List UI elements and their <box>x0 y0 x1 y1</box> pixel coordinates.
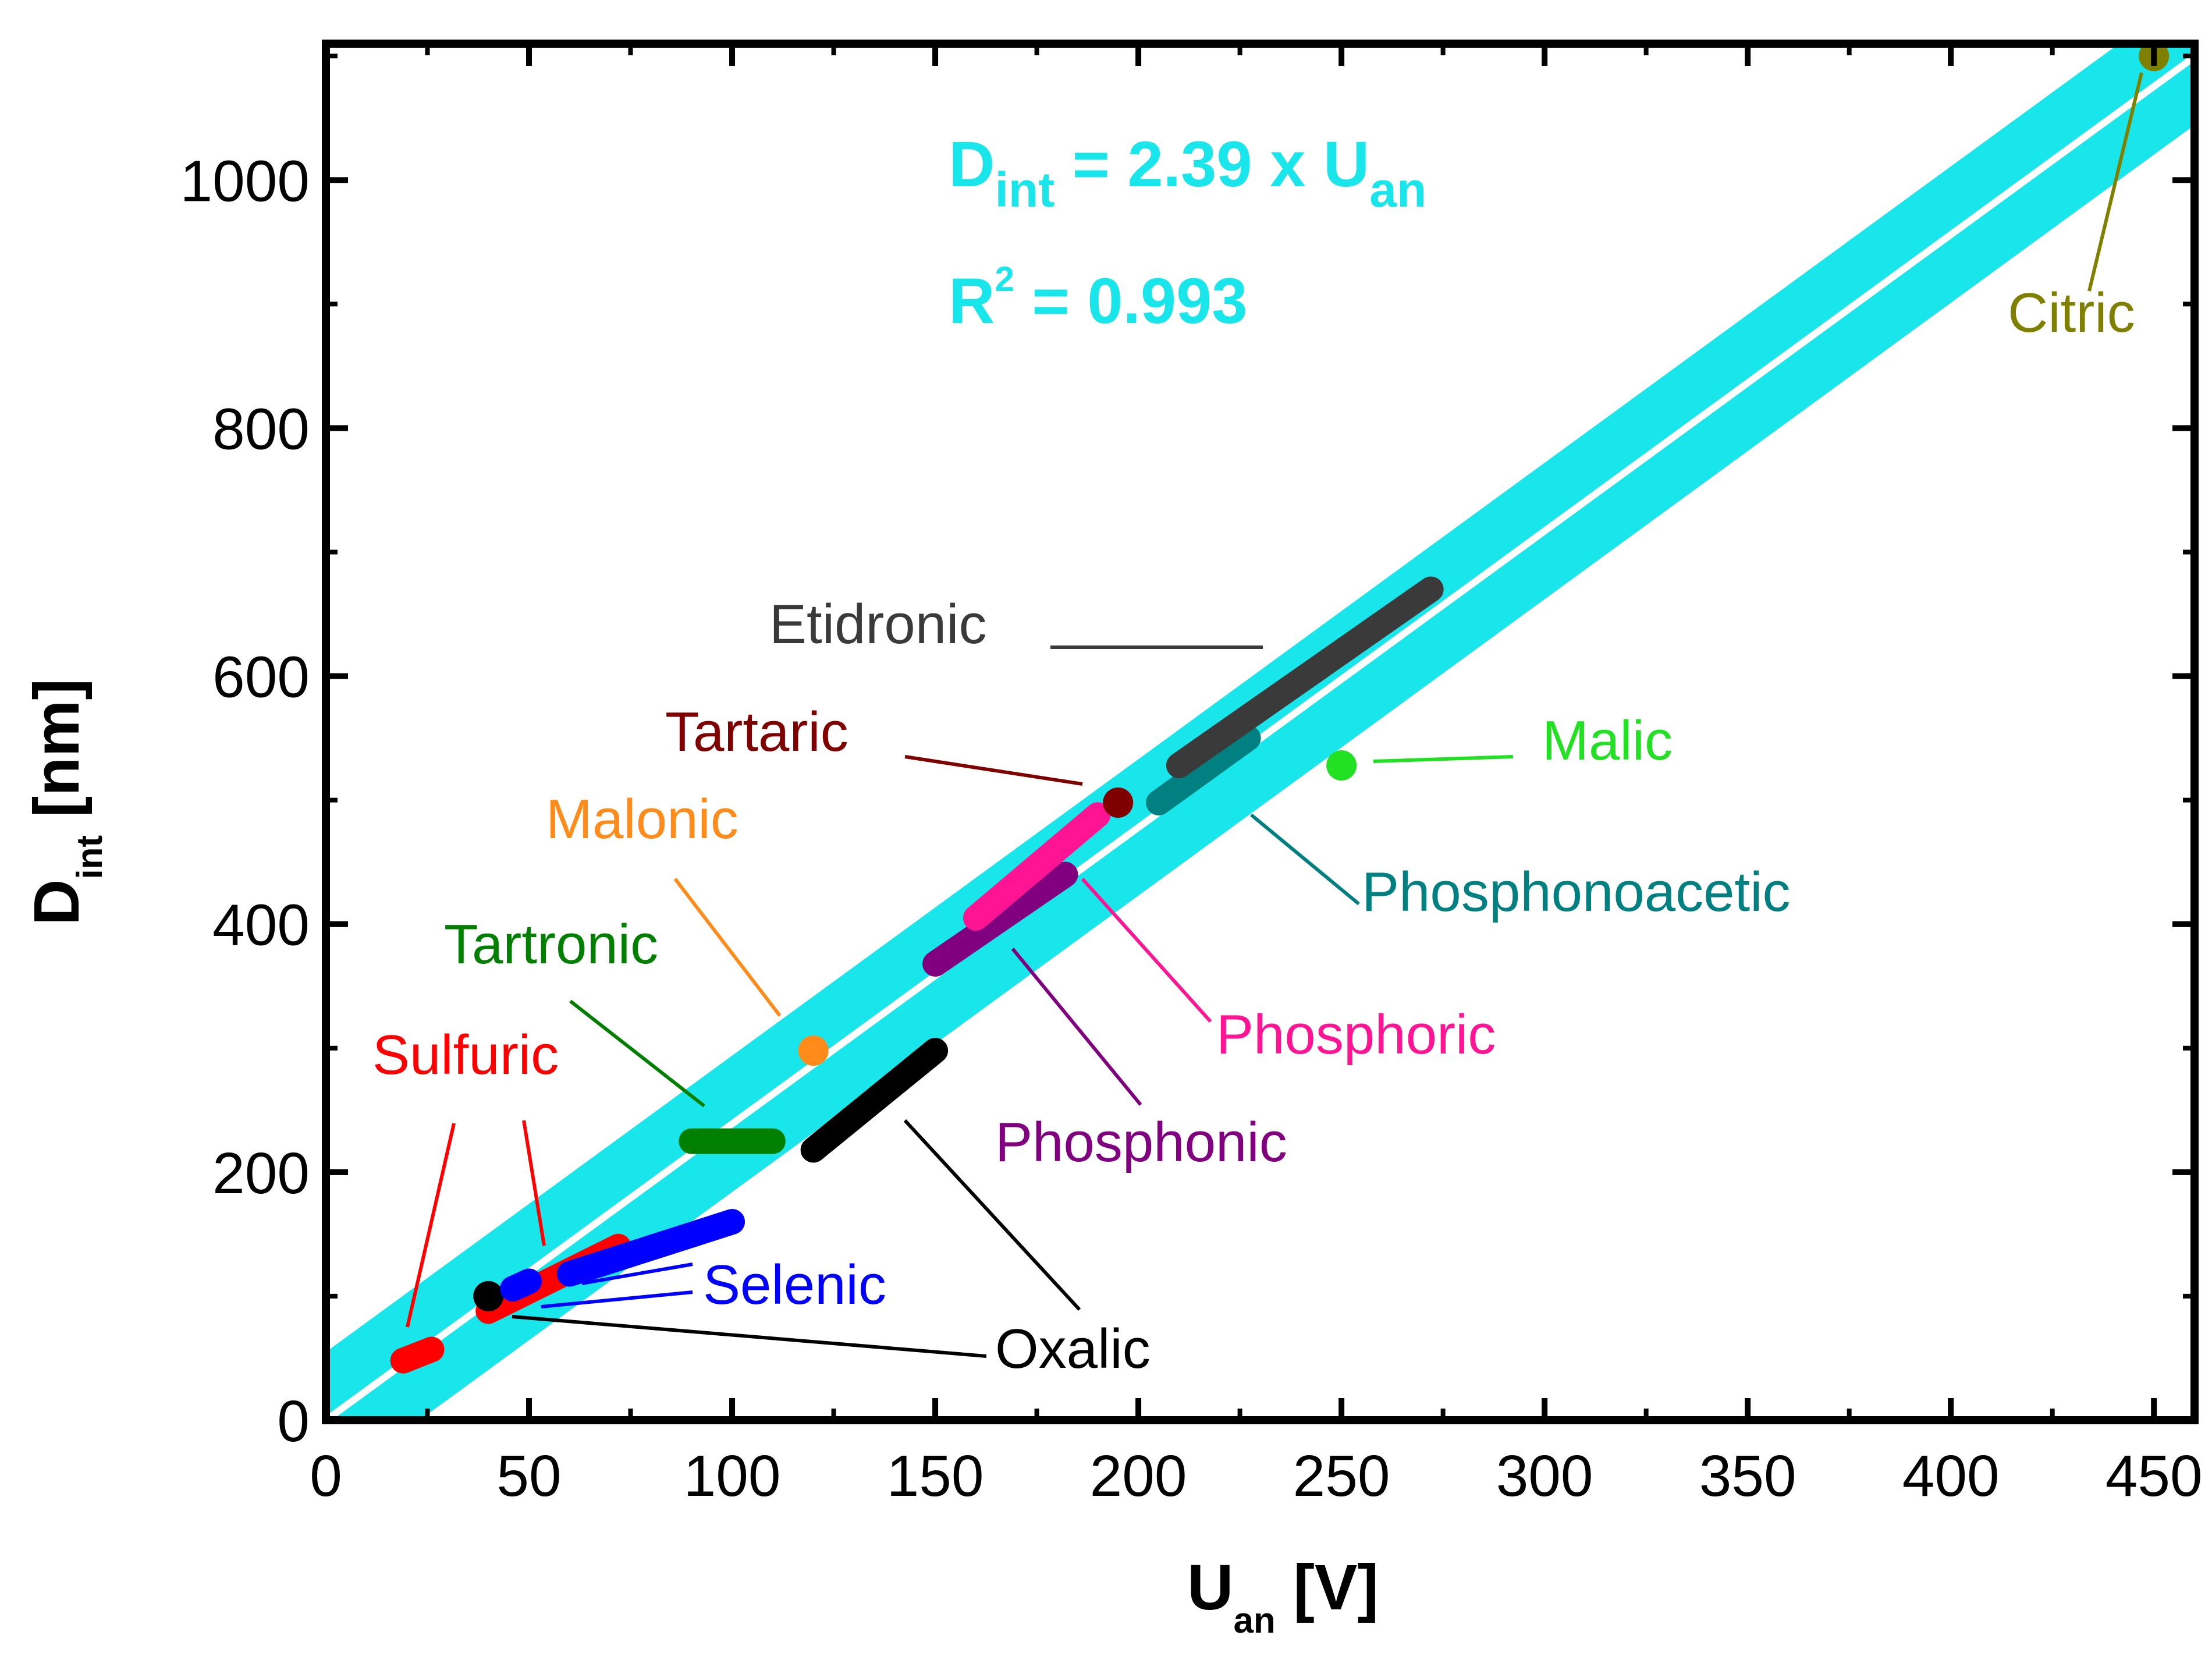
point-oxalic-0 <box>473 1281 504 1311</box>
label-citric: Citric <box>2008 282 2135 344</box>
ticks: 0 50 100 150 200 250 300 350 400 450 0 200 400 600 800… <box>180 44 2203 1509</box>
leader-lines <box>406 72 2143 1358</box>
leader-oxalic-a <box>512 1315 987 1358</box>
point-tartaric-0 <box>1103 787 1134 818</box>
label-malic: Malic <box>1542 710 1673 772</box>
segment-phosphoric-0 <box>963 802 1111 931</box>
segment-phosphonoacetic-0 <box>1145 725 1261 815</box>
x-tick-label-350: 350 <box>1699 1443 1796 1509</box>
x-tick-label-400: 400 <box>1902 1443 2000 1509</box>
label-etidronic: Etidronic <box>769 593 987 655</box>
fit-r-squared: R2 = 0.993 <box>949 260 1247 337</box>
leader-sulfuric-a <box>406 1123 456 1328</box>
x-tick-label-250: 250 <box>1293 1443 1390 1509</box>
x-axis-title: Uan [V] <box>1187 1552 1379 1641</box>
x-tick-label-0: 0 <box>310 1443 342 1509</box>
label-selenic: Selenic <box>703 1254 886 1316</box>
x-tick-label-150: 150 <box>887 1443 984 1509</box>
leader-phosphonoacetic <box>1250 813 1360 906</box>
segment-selenic-1 <box>556 1209 745 1287</box>
leader-phosphoric <box>1081 877 1212 1023</box>
leader-tartaric <box>904 755 1083 786</box>
label-tartronic: Tartronic <box>444 913 658 976</box>
leader-selenic-b <box>541 1290 693 1308</box>
point-malic-0 <box>1326 750 1357 781</box>
leader-malonic <box>673 878 782 1017</box>
x-tick-label-450: 450 <box>2106 1443 2203 1509</box>
fit-equation: Dint = 2.39 x Uan <box>949 129 1426 217</box>
segment-selenic-0 <box>500 1268 542 1302</box>
leader-citric <box>2087 72 2143 292</box>
label-oxalic: Oxalic <box>995 1318 1151 1380</box>
y-tick-label-0: 0 <box>277 1389 310 1454</box>
x-tick-label-300: 300 <box>1496 1443 1593 1509</box>
series-layer <box>390 44 2170 1374</box>
leader-selenic-a <box>581 1262 693 1285</box>
segment-phosphonic-0 <box>922 861 1078 977</box>
segment-oxalic-1 <box>800 1038 949 1163</box>
y-axis-title: Dint [nm] <box>21 679 110 925</box>
label-phosphonic: Phosphonic <box>995 1111 1287 1173</box>
leader-tartronic <box>569 999 705 1108</box>
y-tick-label-400: 400 <box>212 893 310 958</box>
point-malonic-0 <box>798 1035 829 1066</box>
x-tick-label-50: 50 <box>496 1443 561 1509</box>
label-phosphonoacetic: Phosphonoacetic <box>1362 861 1791 923</box>
segment-sulfuric-0 <box>390 1336 445 1374</box>
segment-etidronic-0 <box>1166 576 1444 779</box>
leader-malic <box>1373 755 1514 763</box>
label-tartaric: Tartaric <box>665 701 848 763</box>
y-tick-label-600: 600 <box>212 645 310 710</box>
label-sulfuric: Sulfuric <box>372 1024 559 1086</box>
y-tick-label-1000: 1000 <box>180 148 310 214</box>
leader-phosphonic <box>1011 948 1142 1106</box>
leader-oxalic-b <box>903 1119 1081 1311</box>
y-tick-label-800: 800 <box>212 396 310 462</box>
y-tick-label-200: 200 <box>212 1141 310 1206</box>
x-tick-label-100: 100 <box>684 1443 781 1509</box>
leader-sulfuric-b <box>522 1120 546 1246</box>
label-malonic: Malonic <box>546 788 738 850</box>
x-tick-label-200: 200 <box>1090 1443 1187 1509</box>
plot-frame <box>322 40 2199 1424</box>
label-phosphoric: Phosphoric <box>1216 1003 1496 1066</box>
